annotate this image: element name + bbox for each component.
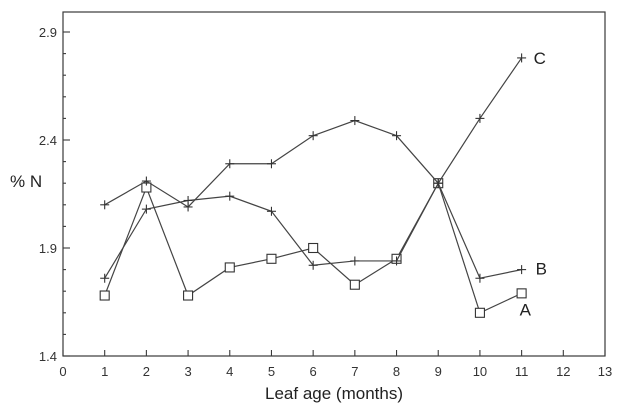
y-tick-label: 2.9 <box>39 25 57 40</box>
y-tick-label: 2.4 <box>39 133 57 148</box>
data-point <box>350 256 360 266</box>
data-point <box>225 191 235 201</box>
data-point <box>475 113 485 123</box>
x-tick-label: 13 <box>598 364 612 379</box>
x-tick-label: 9 <box>435 364 442 379</box>
data-point <box>183 202 193 212</box>
series-layer: A B C <box>99 49 547 319</box>
y-tick-label: 1.9 <box>39 241 57 256</box>
data-point <box>100 273 110 283</box>
x-tick-label: 0 <box>59 364 66 379</box>
data-point <box>141 176 151 186</box>
x-tick-label: 3 <box>184 364 191 379</box>
data-point <box>266 206 276 216</box>
data-point <box>392 256 402 266</box>
data-point <box>266 253 277 264</box>
data-point <box>474 307 485 318</box>
y-axis-title: % N <box>10 172 42 191</box>
data-point <box>141 204 151 214</box>
series-label-b: B <box>536 260 547 279</box>
y-axis-ticks: 1.4 1.9 2.4 2.9 <box>39 25 70 364</box>
data-point <box>224 262 235 273</box>
y-tick-label: 1.4 <box>39 349 57 364</box>
x-tick-label: 10 <box>473 364 487 379</box>
data-point <box>517 265 527 275</box>
data-point <box>433 178 443 188</box>
x-tick-label: 12 <box>556 364 570 379</box>
x-tick-label: 5 <box>268 364 275 379</box>
x-tick-label: 8 <box>393 364 400 379</box>
x-tick-label: 11 <box>515 364 529 379</box>
x-axis-title: Leaf age (months) <box>265 384 403 403</box>
series-label-c: C <box>534 49 546 68</box>
data-point <box>392 131 402 141</box>
data-point <box>516 288 527 299</box>
data-point <box>308 260 318 270</box>
data-point <box>266 159 276 169</box>
series-label-a: A <box>520 300 532 319</box>
x-axis-ticks: 0 1 2 3 4 5 6 7 8 9 10 11 12 13 <box>59 350 612 379</box>
data-point <box>99 290 110 301</box>
data-point <box>183 290 194 301</box>
x-tick-label: 7 <box>351 364 358 379</box>
data-point <box>475 273 485 283</box>
data-point <box>100 200 110 210</box>
x-tick-label: 6 <box>310 364 317 379</box>
data-point <box>308 131 318 141</box>
data-point <box>308 242 319 254</box>
series-c: C <box>100 49 546 212</box>
data-point <box>517 53 527 63</box>
data-point <box>350 116 360 126</box>
x-tick-label: 1 <box>101 364 108 379</box>
x-tick-label: 4 <box>226 364 233 379</box>
data-point <box>225 159 235 169</box>
plot-frame <box>62 11 606 357</box>
data-point <box>349 279 360 290</box>
x-tick-label: 2 <box>143 364 150 379</box>
